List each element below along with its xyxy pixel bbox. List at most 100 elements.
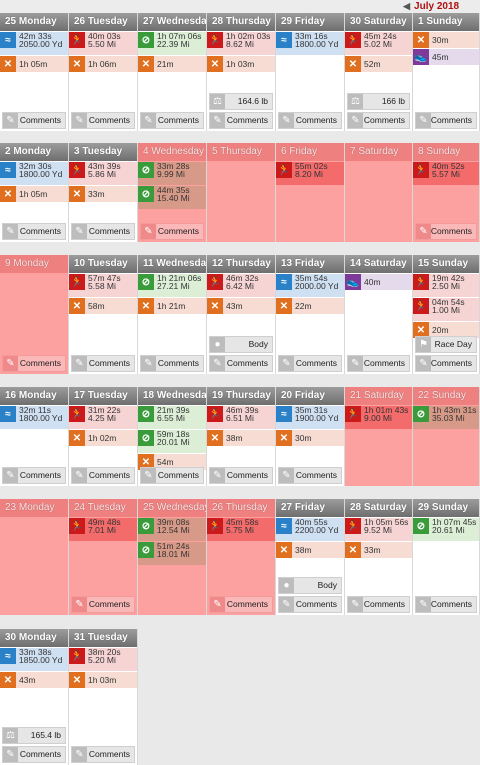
- comments-button[interactable]: ✎ Comments: [2, 467, 66, 484]
- workout-summary[interactable]: ⊘ 1h 07m 06s 22.39 Mi: [138, 32, 206, 55]
- workout-summary[interactable]: 🏃 40m 03s 5.50 Mi: [69, 32, 137, 55]
- workout-summary[interactable]: 🏃 45m 58s 5.75 Mi: [207, 518, 275, 541]
- day-cell[interactable]: 5 Thursday: [207, 143, 276, 242]
- comments-button[interactable]: ✎ Comments: [347, 112, 410, 129]
- day-header[interactable]: 4 Wednesday: [138, 143, 206, 161]
- workout-summary[interactable]: ✕ 58m: [69, 298, 137, 314]
- day-header[interactable]: 30 Monday: [0, 629, 68, 647]
- workout-summary[interactable]: ≈35m 31s 1900.00 Yd: [276, 406, 344, 429]
- metric-button[interactable]: ● Body: [278, 577, 342, 594]
- day-cell[interactable]: 31 Tuesday 🏃 38m 20s 5.20 Mi ✕ 1h 03m ✎ Comment…: [69, 629, 138, 765]
- workout-summary[interactable]: ✕ 21m: [138, 56, 206, 72]
- comments-button[interactable]: ✎ Comments: [71, 596, 135, 613]
- workout-summary[interactable]: 🏃 43m 39s 5.86 Mi: [69, 162, 137, 185]
- comments-button[interactable]: ✎ Comments: [209, 112, 273, 129]
- day-header[interactable]: 14 Saturday: [345, 255, 412, 273]
- metric-button[interactable]: ⚑ Race Day: [415, 336, 477, 353]
- day-header[interactable]: 28 Saturday: [345, 499, 412, 517]
- workout-summary[interactable]: ≈35m 54s 2000.00 Yd: [276, 274, 344, 297]
- day-cell[interactable]: 29 Friday ≈33m 16s 1800.00 Yd ✎ Comments: [276, 13, 345, 131]
- workout-summary[interactable]: ≈33m 16s 1800.00 Yd: [276, 32, 344, 55]
- workout-summary[interactable]: ⊘ 39m 08s 12.54 Mi: [138, 518, 206, 541]
- day-cell[interactable]: 30 Saturday 🏃 45m 24s 5.02 Mi ✕ 52m ✎ Comments ⚖…: [345, 13, 413, 131]
- workout-summary[interactable]: ⊘ 33m 28s 9.99 Mi: [138, 162, 206, 185]
- comments-button[interactable]: ✎ Comments: [415, 112, 477, 129]
- metric-button[interactable]: ⚖ 164.6 lb: [209, 93, 273, 110]
- workout-summary[interactable]: ✕ 43m: [207, 298, 275, 314]
- workout-summary[interactable]: ≈33m 38s 1850.00 Yd: [0, 648, 68, 671]
- day-cell[interactable]: 2 Monday ≈32m 30s 1800.00 Yd ✕ 1h 05m ✎ Commen…: [0, 143, 69, 242]
- day-header[interactable]: 16 Monday: [0, 387, 68, 405]
- day-cell[interactable]: 8 Sunday 🏃 40m 52s 5.57 Mi ✎ Comments: [413, 143, 480, 242]
- day-header[interactable]: 1 Sunday: [413, 13, 479, 31]
- day-cell[interactable]: 19 Thursday 🏃 46m 39s 6.51 Mi ✕ 38m ✎ Comments: [207, 387, 276, 486]
- day-header[interactable]: 5 Thursday: [207, 143, 275, 161]
- day-header[interactable]: 29 Sunday: [413, 499, 479, 517]
- day-header[interactable]: 19 Thursday: [207, 387, 275, 405]
- day-cell[interactable]: 27 Wednesday ⊘ 1h 07m 06s 22.39 Mi ✕ 21m ✎ Comm…: [138, 13, 207, 131]
- day-header[interactable]: 13 Friday: [276, 255, 344, 273]
- day-cell[interactable]: 11 Wednesday ⊘ 1h 21m 06s 27.21 Mi ✕ 1h 21m ✎ C…: [138, 255, 207, 374]
- comments-button[interactable]: ✎ Comments: [140, 355, 204, 372]
- day-header[interactable]: 11 Wednesday: [138, 255, 206, 273]
- day-cell[interactable]: 27 Friday ≈40m 55s 2200.00 Yd ✕ 38m ✎ Comments…: [276, 499, 345, 615]
- day-cell[interactable]: 20 Friday ≈35m 31s 1900.00 Yd ✕ 30m ✎ Comments: [276, 387, 345, 486]
- workout-summary[interactable]: ✕ 1h 06m: [69, 56, 137, 72]
- comments-button[interactable]: ✎ Comments: [71, 746, 135, 763]
- workout-summary[interactable]: ≈32m 11s 1800.00 Yd: [0, 406, 68, 429]
- comments-button[interactable]: ✎ Comments: [71, 112, 135, 129]
- workout-summary[interactable]: ⊘ 59m 18s 20.01 Mi: [138, 430, 206, 453]
- workout-summary[interactable]: ✕ 33m: [69, 186, 137, 202]
- workout-summary[interactable]: ✕ 1h 02m: [69, 430, 137, 446]
- comments-button[interactable]: ✎ Comments: [347, 355, 410, 372]
- comments-button[interactable]: ✎ Comments: [71, 467, 135, 484]
- comments-button[interactable]: ✎ Comments: [209, 355, 273, 372]
- workout-summary[interactable]: ✕ 30m: [413, 32, 479, 48]
- day-header[interactable]: 26 Thursday: [207, 499, 275, 517]
- comments-button[interactable]: ✎ Comments: [140, 223, 204, 240]
- workout-summary[interactable]: ✕ 33m: [345, 542, 412, 558]
- day-header[interactable]: 28 Thursday: [207, 13, 275, 31]
- workout-summary[interactable]: ✕ 1h 03m: [207, 56, 275, 72]
- workout-summary[interactable]: ✕ 38m: [276, 542, 344, 558]
- comments-button[interactable]: ✎ Comments: [278, 112, 342, 129]
- day-cell[interactable]: 13 Friday ≈35m 54s 2000.00 Yd ✕ 22m ✎ Comments: [276, 255, 345, 374]
- workout-summary[interactable]: ≈42m 33s 2050.00 Yd: [0, 32, 68, 55]
- workout-summary[interactable]: ✕ 30m: [276, 430, 344, 446]
- workout-summary[interactable]: 🏃 1h 02m 03s 8.62 Mi: [207, 32, 275, 55]
- day-header[interactable]: 27 Friday: [276, 499, 344, 517]
- workout-summary[interactable]: 🏃 04m 54s 1.00 Mi: [413, 298, 479, 321]
- workout-summary[interactable]: 🏃 55m 02s 8.20 Mi: [276, 162, 344, 185]
- comments-button[interactable]: ✎ Comments: [415, 596, 477, 613]
- day-header[interactable]: 26 Tuesday: [69, 13, 137, 31]
- day-header[interactable]: 23 Monday: [0, 499, 68, 517]
- workout-summary[interactable]: ⊘ 1h 21m 06s 27.21 Mi: [138, 274, 206, 297]
- workout-summary[interactable]: 👟 45m: [413, 49, 479, 65]
- workout-summary[interactable]: ✕ 54m: [138, 454, 206, 470]
- workout-summary[interactable]: ✕ 1h 05m: [0, 56, 68, 72]
- day-cell[interactable]: 28 Saturday 🏃 1h 05m 56s 9.52 Mi ✕ 33m ✎ Commen…: [345, 499, 413, 615]
- day-cell[interactable]: 26 Tuesday 🏃 40m 03s 5.50 Mi ✕ 1h 06m ✎ Comment…: [69, 13, 138, 131]
- workout-summary[interactable]: ⊘ 51m 24s 18.01 Mi: [138, 542, 206, 565]
- metric-button[interactable]: ⚖ 166 lb: [347, 93, 410, 110]
- workout-summary[interactable]: ✕ 20m: [413, 322, 479, 338]
- day-header[interactable]: 21 Saturday: [345, 387, 412, 405]
- day-cell[interactable]: 3 Tuesday 🏃 43m 39s 5.86 Mi ✕ 33m ✎ Comments: [69, 143, 138, 242]
- day-cell[interactable]: 25 Wednesday ⊘ 39m 08s 12.54 Mi ⊘ 51m 24s 18.0…: [138, 499, 207, 615]
- day-cell[interactable]: 1 Sunday ✕ 30m 👟 45m ✎ Comments: [413, 13, 480, 131]
- day-cell[interactable]: 14 Saturday 👟 40m ✎ Comments: [345, 255, 413, 374]
- day-header[interactable]: 30 Saturday: [345, 13, 412, 31]
- workout-summary[interactable]: 🏃 46m 32s 6.42 Mi: [207, 274, 275, 297]
- day-cell[interactable]: 16 Monday ≈32m 11s 1800.00 Yd ✎ Comments: [0, 387, 69, 486]
- day-header[interactable]: 18 Wednesday: [138, 387, 206, 405]
- day-cell[interactable]: 26 Thursday 🏃 45m 58s 5.75 Mi ✎ Comments: [207, 499, 276, 615]
- day-header[interactable]: 15 Sunday: [413, 255, 479, 273]
- workout-summary[interactable]: ⊘ 1h 07m 45s 20.61 Mi: [413, 518, 479, 541]
- day-cell[interactable]: 22 Sunday ⊘ 1h 43m 31s 35.03 Mi: [413, 387, 480, 486]
- workout-summary[interactable]: ≈40m 55s 2200.00 Yd: [276, 518, 344, 541]
- day-cell[interactable]: 17 Tuesday 🏃 31m 22s 4.25 Mi ✕ 1h 02m ✎ Comment…: [69, 387, 138, 486]
- day-header[interactable]: 10 Tuesday: [69, 255, 137, 273]
- day-header[interactable]: 17 Tuesday: [69, 387, 137, 405]
- comments-button[interactable]: ✎ Comments: [278, 355, 342, 372]
- workout-summary[interactable]: 🏃 1h 05m 56s 9.52 Mi: [345, 518, 412, 541]
